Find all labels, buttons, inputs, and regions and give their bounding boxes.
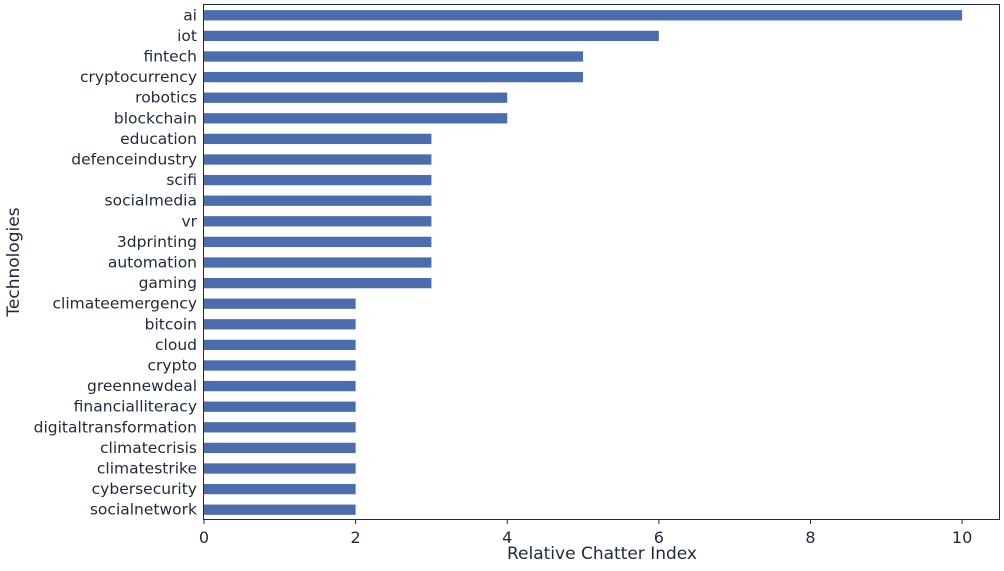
y-tick-label-financialliteracy: financialliteracy <box>74 398 197 416</box>
bar-blockchain <box>204 113 508 124</box>
bar-gaming <box>204 277 432 289</box>
bar-financialliteracy <box>204 401 356 412</box>
bar-climatecrisis <box>204 442 356 454</box>
y-tick-label-socialmedia: socialmedia <box>105 192 197 210</box>
y-axis-label: Technologies <box>4 207 24 317</box>
y-tick-label-cybersecurity: cybersecurity <box>92 480 197 498</box>
bar-cryptocurrency <box>204 71 584 83</box>
y-tick-label-cloud: cloud <box>155 336 197 354</box>
bar-digitaltransformation <box>204 422 356 433</box>
bar-ai <box>204 10 963 21</box>
bar-vr <box>204 216 432 227</box>
y-tick-label-bitcoin: bitcoin <box>145 315 197 333</box>
y-tick-label-climatecrisis: climatecrisis <box>100 439 197 457</box>
y-tick-label-3dprinting: 3dprinting <box>117 233 197 251</box>
bar-automation <box>204 257 432 268</box>
y-tick-label-gaming: gaming <box>139 274 197 292</box>
y-tick-label-crypto: crypto <box>148 357 197 375</box>
y-tick-label-defenceindustry: defenceindustry <box>71 151 197 169</box>
y-tick-label-climatestrike: climatestrike <box>97 460 197 478</box>
y-tick-label-cryptocurrency: cryptocurrency <box>80 68 197 86</box>
y-tick-label-ai: ai <box>183 6 197 24</box>
bar-socialmedia <box>204 195 432 206</box>
plot-frame <box>203 4 1000 520</box>
x-tick-label-8: 8 <box>805 528 815 547</box>
bar-scifi <box>204 174 432 186</box>
y-tick-label-vr: vr <box>181 212 197 230</box>
y-tick-label-climateemergency: climateemergency <box>52 295 197 313</box>
x-axis-label: Relative Chatter Index <box>507 544 697 564</box>
x-tick-label-2: 2 <box>351 528 361 547</box>
bar-defenceindustry <box>204 154 432 165</box>
bar-education <box>204 133 432 145</box>
bar-climateemergency <box>204 298 356 309</box>
bar-bitcoin <box>204 319 356 330</box>
x-tick-label-0: 0 <box>199 528 209 547</box>
y-tick-label-automation: automation <box>108 254 197 272</box>
bar-socialnetwork <box>204 504 356 515</box>
y-tick-label-digitaltransformation: digitaltransformation <box>34 418 197 436</box>
y-tick-label-fintech: fintech <box>143 48 197 66</box>
bar-crypto <box>204 360 356 371</box>
y-tick-label-education: education <box>120 130 197 148</box>
bar-robotics <box>204 92 508 103</box>
bar-greennewdeal <box>204 380 356 392</box>
bar-cybersecurity <box>204 483 356 495</box>
bars-group <box>204 10 963 515</box>
y-tick-labels: ai iot fintech cryptocurrency robotics blockc… <box>34 6 198 518</box>
bar-3dprinting <box>204 236 432 248</box>
y-tick-label-robotics: robotics <box>135 89 197 107</box>
y-tick-label-iot: iot <box>177 27 197 45</box>
bar-cloud <box>204 339 356 351</box>
x-tick-label-6: 6 <box>654 528 664 547</box>
y-tick-label-blockchain: blockchain <box>114 109 197 127</box>
bar-climatestrike <box>204 463 356 474</box>
y-tick-label-socialnetwork: socialnetwork <box>90 501 197 519</box>
x-tick-label-4: 4 <box>502 528 512 547</box>
x-tick-label-10: 10 <box>952 528 972 547</box>
y-tick-label-greennewdeal: greennewdeal <box>87 377 197 395</box>
bar-iot <box>204 30 659 42</box>
bar-fintech <box>204 51 584 62</box>
x-ticks: 0 2 4 6 8 10 <box>199 520 972 547</box>
y-tick-label-scifi: scifi <box>166 171 197 189</box>
